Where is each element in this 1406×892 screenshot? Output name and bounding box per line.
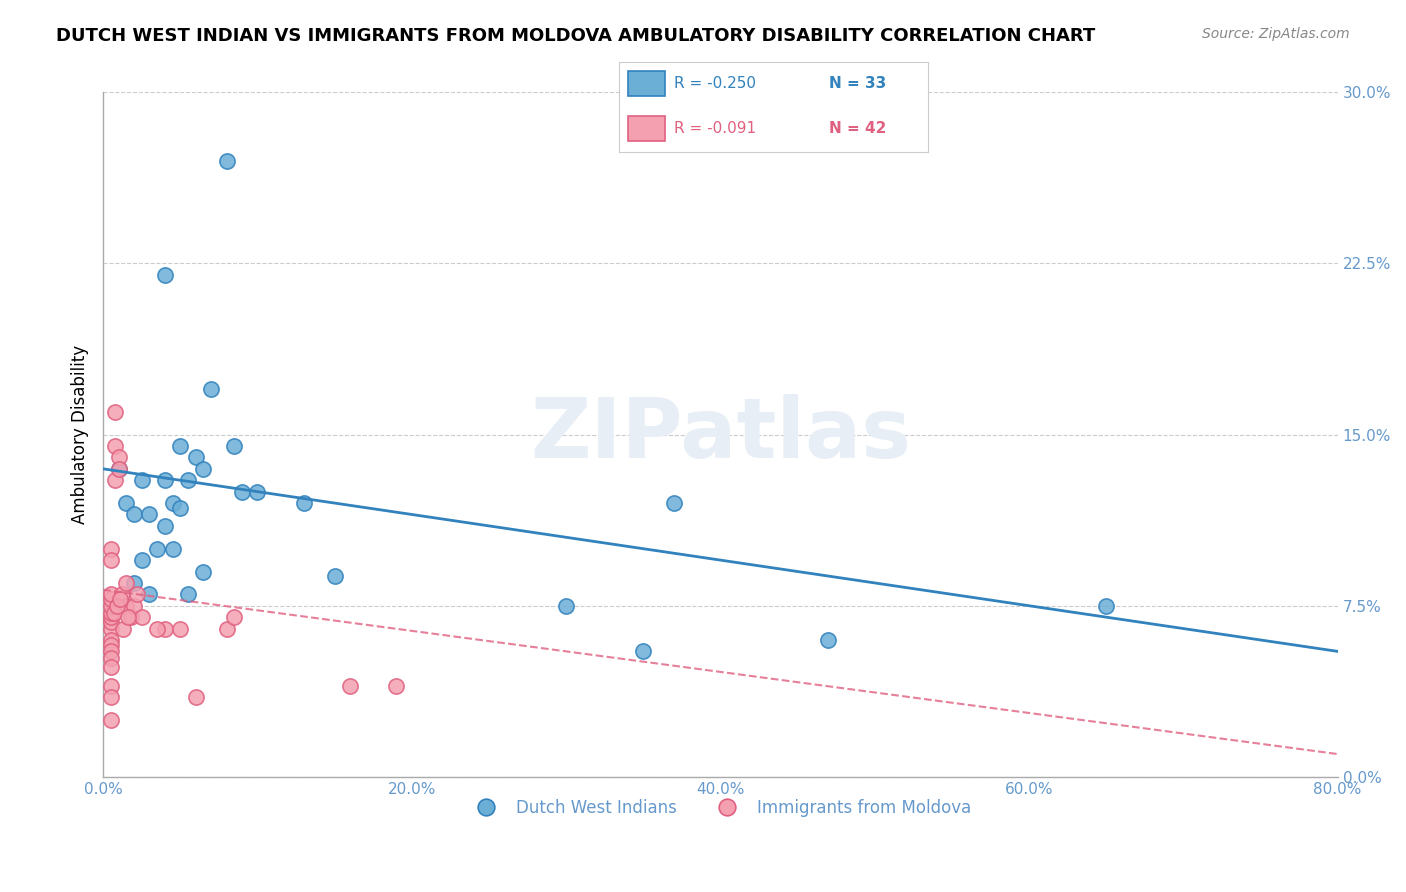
Point <box>146 622 169 636</box>
Point <box>100 713 122 727</box>
Point <box>385 679 408 693</box>
Point <box>555 599 578 613</box>
Point <box>169 500 191 515</box>
Point <box>111 587 134 601</box>
Point <box>224 439 246 453</box>
Point <box>292 496 315 510</box>
Point <box>146 541 169 556</box>
Point <box>100 644 122 658</box>
Text: R = -0.250: R = -0.250 <box>675 77 756 91</box>
Point <box>107 462 129 476</box>
Point <box>104 439 127 453</box>
Point <box>131 553 153 567</box>
Point <box>184 690 207 704</box>
Legend: Dutch West Indians, Immigrants from Moldova: Dutch West Indians, Immigrants from Mold… <box>463 792 979 823</box>
Point <box>115 496 138 510</box>
Point <box>131 473 153 487</box>
Point <box>339 679 361 693</box>
Point <box>117 610 139 624</box>
Point <box>100 599 122 613</box>
Point <box>177 587 200 601</box>
Point <box>120 610 142 624</box>
Point <box>107 462 129 476</box>
Point <box>100 615 122 629</box>
Point <box>662 496 685 510</box>
Text: R = -0.091: R = -0.091 <box>675 121 756 136</box>
Point <box>153 519 176 533</box>
Point <box>177 473 200 487</box>
Point <box>104 405 127 419</box>
FancyBboxPatch shape <box>628 116 665 141</box>
Point <box>115 599 138 613</box>
Point <box>100 591 122 606</box>
Y-axis label: Ambulatory Disability: Ambulatory Disability <box>72 345 89 524</box>
Text: N = 33: N = 33 <box>830 77 886 91</box>
Point <box>138 587 160 601</box>
Point <box>115 576 138 591</box>
Point <box>105 599 128 613</box>
Point <box>125 587 148 601</box>
Point <box>100 541 122 556</box>
Point <box>169 622 191 636</box>
Point <box>1095 599 1118 613</box>
Point <box>100 622 122 636</box>
Text: ZIPatlas: ZIPatlas <box>530 394 911 475</box>
Point <box>153 268 176 282</box>
Point <box>184 450 207 465</box>
Point <box>100 660 122 674</box>
Point <box>631 644 654 658</box>
Point <box>100 610 122 624</box>
Point <box>246 484 269 499</box>
Point <box>817 632 839 647</box>
Point <box>215 153 238 168</box>
Text: DUTCH WEST INDIAN VS IMMIGRANTS FROM MOLDOVA AMBULATORY DISABILITY CORRELATION C: DUTCH WEST INDIAN VS IMMIGRANTS FROM MOL… <box>56 27 1095 45</box>
Point <box>104 473 127 487</box>
Point <box>100 651 122 665</box>
Text: N = 42: N = 42 <box>830 121 886 136</box>
Point <box>100 632 122 647</box>
Point <box>100 690 122 704</box>
Point <box>215 622 238 636</box>
Point <box>138 508 160 522</box>
Point <box>100 606 122 620</box>
Point <box>200 382 222 396</box>
Point <box>122 599 145 613</box>
Point <box>100 638 122 652</box>
Point <box>224 610 246 624</box>
Point <box>100 553 122 567</box>
Point <box>107 450 129 465</box>
Point <box>169 439 191 453</box>
Point <box>122 508 145 522</box>
Point <box>162 496 184 510</box>
Point <box>131 610 153 624</box>
Point <box>153 473 176 487</box>
Point <box>193 462 215 476</box>
FancyBboxPatch shape <box>628 71 665 96</box>
Point <box>193 565 215 579</box>
Point <box>122 576 145 591</box>
Point <box>108 591 131 606</box>
Point <box>100 587 122 601</box>
Point <box>100 679 122 693</box>
Point <box>231 484 253 499</box>
Point <box>112 622 135 636</box>
Text: Source: ZipAtlas.com: Source: ZipAtlas.com <box>1202 27 1350 41</box>
Point <box>103 606 125 620</box>
Point <box>323 569 346 583</box>
Point <box>162 541 184 556</box>
Point <box>153 622 176 636</box>
